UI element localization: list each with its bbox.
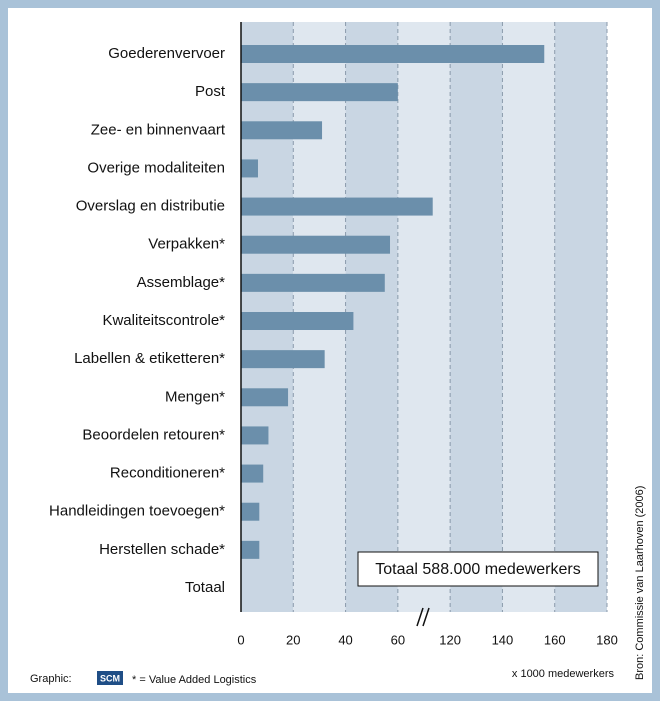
y-tick-label: Goederenvervoer bbox=[108, 45, 225, 62]
x-tick-label: 120 bbox=[439, 632, 461, 647]
y-tick-label: Verpakken* bbox=[148, 236, 225, 253]
y-tick-label: Zee- en binnenvaart bbox=[91, 121, 226, 138]
x-tick-label: 180 bbox=[596, 632, 618, 647]
annotation-box bbox=[357, 551, 599, 587]
y-tick-label: Labellen & etiketteren* bbox=[74, 350, 225, 367]
bar bbox=[241, 540, 260, 559]
bar bbox=[241, 464, 264, 483]
bar bbox=[241, 502, 260, 521]
x-tick-label: 40 bbox=[338, 632, 352, 647]
bar bbox=[241, 45, 545, 63]
bar bbox=[241, 388, 289, 407]
bar bbox=[241, 121, 323, 140]
axis-break bbox=[416, 607, 424, 627]
band bbox=[345, 22, 398, 612]
y-tick-label: Beoordelen retouren* bbox=[82, 426, 225, 443]
bar bbox=[241, 159, 258, 178]
y-tick-label: Reconditioneren* bbox=[110, 465, 225, 482]
band bbox=[397, 22, 451, 612]
band bbox=[502, 22, 555, 612]
bar bbox=[241, 197, 433, 216]
x-axis-label: x 1000 medewerkers bbox=[512, 668, 615, 680]
x-tick-label: 20 bbox=[286, 632, 300, 647]
band bbox=[554, 22, 607, 612]
bar bbox=[241, 426, 269, 445]
x-tick-label: 0 bbox=[237, 632, 244, 647]
axis-break bbox=[422, 607, 430, 627]
bar bbox=[241, 312, 354, 330]
logo: SCM bbox=[100, 673, 120, 683]
band bbox=[450, 22, 503, 612]
logo-box bbox=[97, 671, 123, 685]
y-tick-label: Assemblage* bbox=[137, 274, 226, 291]
y-tick-label: Herstellen schade* bbox=[99, 541, 225, 558]
y-tick-label: Totaal bbox=[185, 579, 225, 596]
bar bbox=[241, 350, 325, 369]
y-tick-label: Overige modaliteiten bbox=[87, 159, 225, 176]
y-tick-label: Handleidingen toevoegen* bbox=[49, 503, 225, 520]
y-tick-label: Mengen* bbox=[165, 388, 225, 405]
bar bbox=[241, 83, 398, 102]
footnote: * = Value Added Logistics bbox=[132, 674, 257, 686]
bar bbox=[241, 235, 391, 254]
x-tick-label: 160 bbox=[544, 632, 566, 647]
x-tick-label: 60 bbox=[391, 632, 405, 647]
source: Bron: Commissie van Laarhoven (2006) bbox=[634, 486, 646, 680]
bar bbox=[241, 273, 385, 292]
y-tick-label: Post bbox=[195, 83, 226, 100]
annotation: Totaal 588.000 medewerkers bbox=[375, 561, 580, 578]
y-tick-label: Overslag en distributie bbox=[76, 198, 225, 215]
credit: Graphic: bbox=[30, 673, 72, 685]
x-tick-label: 140 bbox=[492, 632, 514, 647]
y-tick-label: Kwaliteitscontrole* bbox=[102, 312, 225, 329]
